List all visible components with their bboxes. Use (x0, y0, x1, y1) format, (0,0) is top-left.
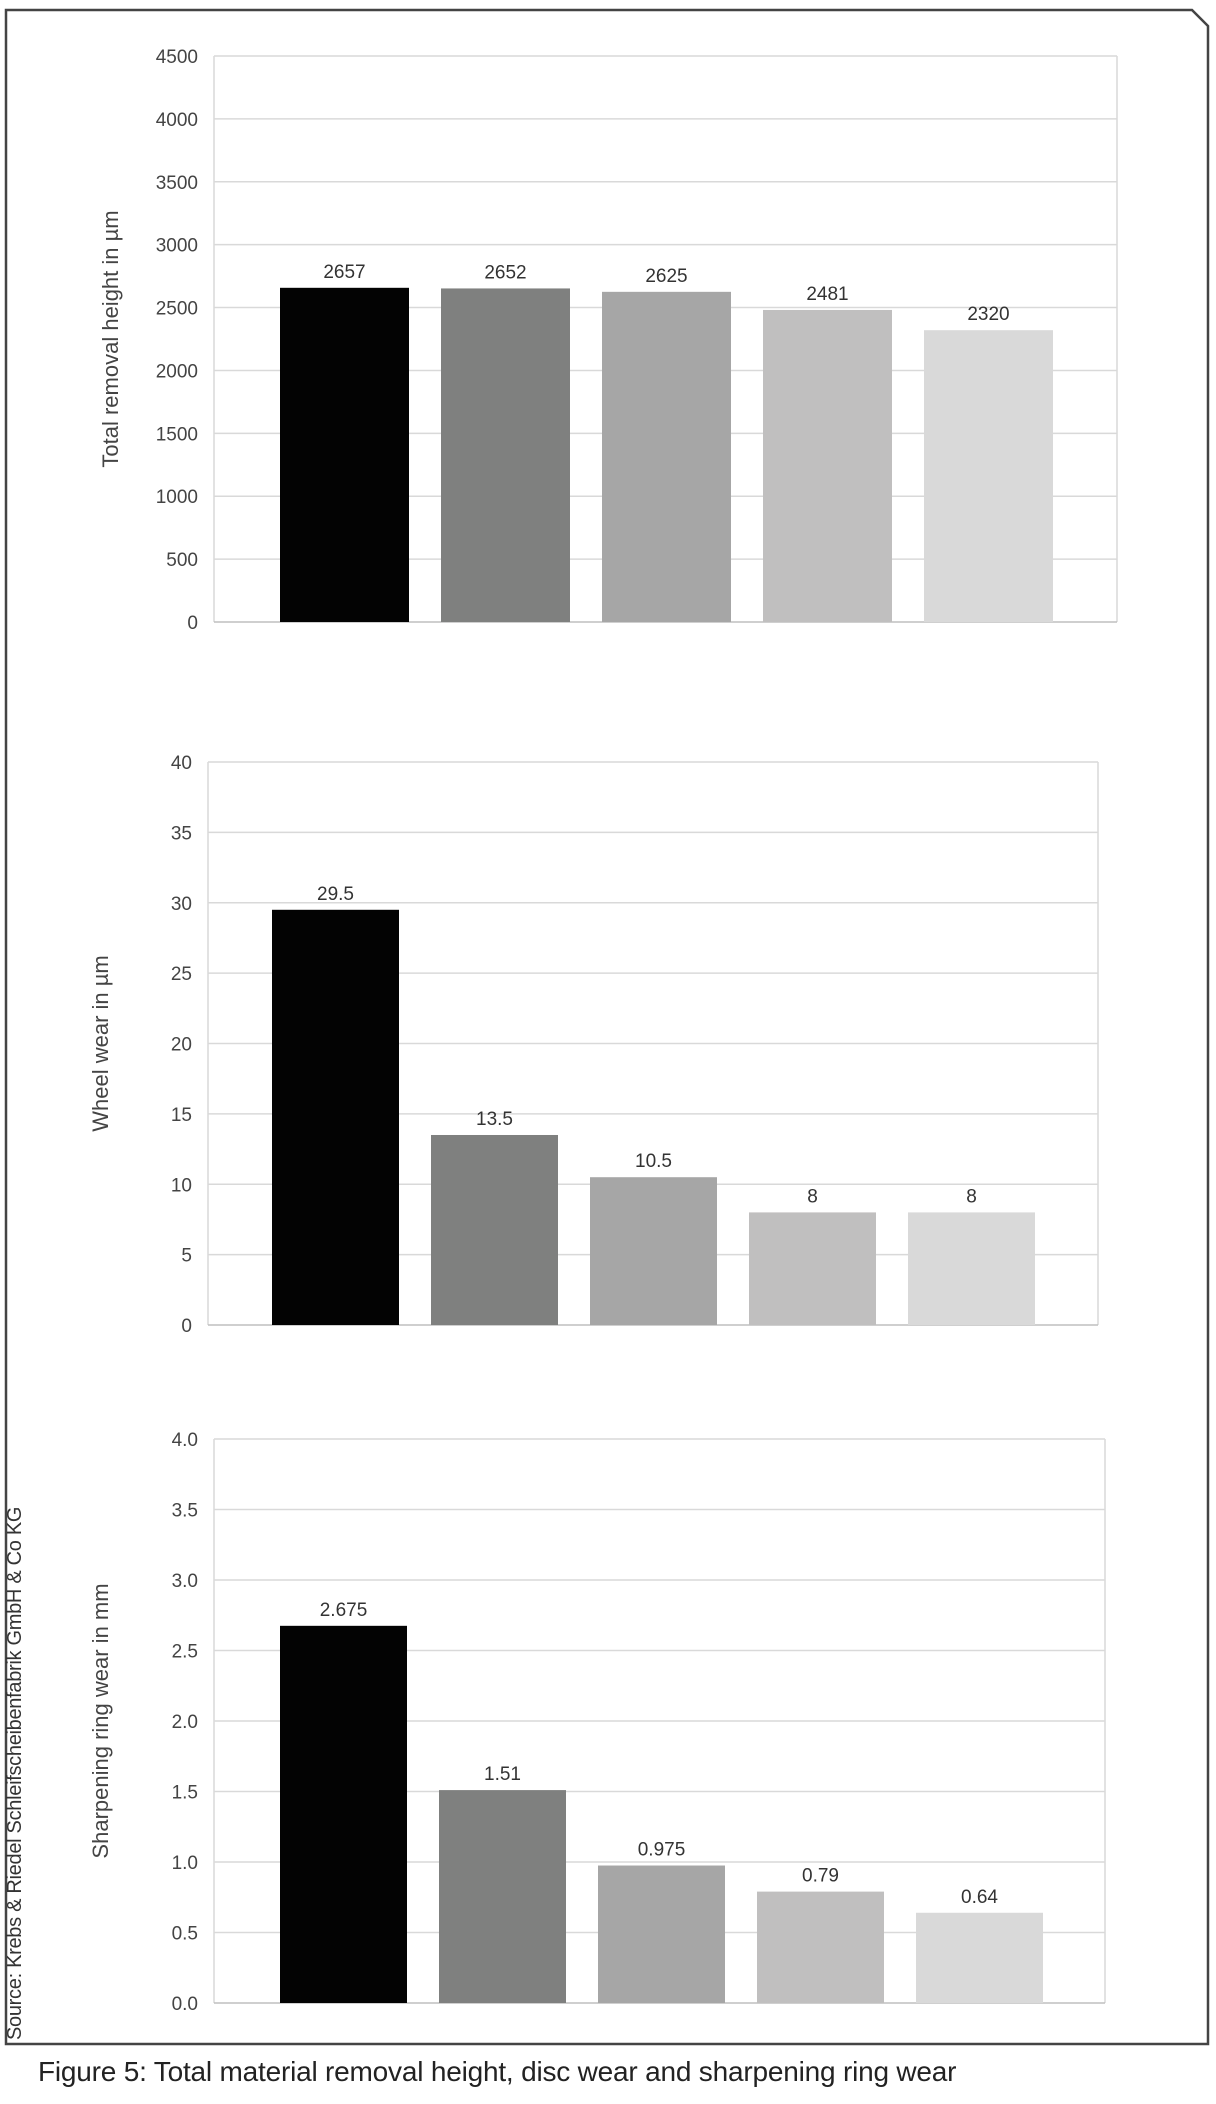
data-label: 8 (807, 1186, 818, 1207)
y-tick-label: 1500 (156, 424, 198, 445)
y-tick-label: 5 (181, 1246, 192, 1267)
y-tick-label: 1.0 (172, 1853, 198, 1874)
data-label: 2.675 (320, 1600, 368, 1621)
y-axis-title: Total removal height in µm (98, 210, 123, 467)
y-tick-label: 30 (171, 894, 192, 915)
y-tick-label: 500 (166, 550, 198, 571)
bar (272, 909, 399, 1325)
bar (763, 309, 892, 622)
bar (916, 1912, 1043, 2003)
data-label: 2320 (967, 304, 1009, 325)
removal-height-chart: 0 500 1000 1500 2000 2500 3000 3500 4000 4500 2657… (98, 47, 1118, 634)
y-tick-label: 1000 (156, 487, 198, 508)
y-tick-label: 3500 (156, 173, 198, 194)
data-label: 0.64 (961, 1887, 998, 1908)
y-tick-label: 4000 (156, 110, 198, 131)
bar (441, 288, 570, 622)
data-label: 8 (966, 1186, 977, 1207)
bar (598, 1865, 725, 2003)
data-label: 0.79 (802, 1866, 839, 1887)
bar (590, 1177, 717, 1325)
data-label: 2481 (806, 284, 848, 305)
y-tick-label: 3000 (156, 236, 198, 257)
y-tick-label: 15 (171, 1105, 192, 1126)
data-label: 13.5 (476, 1109, 513, 1130)
wheel-wear-chart: 0 5 10 15 20 25 30 35 40 29.5 13.5 10.5 8 8 Wheel wear… (88, 753, 1099, 1337)
data-label: 1.51 (484, 1764, 521, 1785)
y-tick-label: 1.5 (172, 1783, 198, 1804)
figure-caption: Figure 5: Total material removal height,… (38, 2056, 957, 2087)
y-tick-label: 3.0 (172, 1571, 198, 1592)
y-tick-label: 4500 (156, 47, 198, 68)
source-note: Source: Krebs & Riedel Schleifscheibenfa… (4, 1506, 26, 2040)
y-tick-label: 0.5 (172, 1924, 198, 1945)
y-tick-label: 2.5 (172, 1642, 198, 1663)
bar (280, 287, 409, 622)
sharpening-ring-wear-chart: 0.0 0.5 1.0 1.5 2.0 2.5 3.0 3.5 4.0 2.675 1.51 0.97… (88, 1430, 1106, 2015)
y-tick-label: 2500 (156, 299, 198, 320)
data-label: 2652 (484, 262, 526, 283)
y-tick-label: 0 (181, 1316, 192, 1337)
data-label: 10.5 (635, 1151, 672, 1172)
y-tick-label: 2.0 (172, 1712, 198, 1733)
bar (439, 1790, 566, 2003)
bar (749, 1212, 876, 1325)
bar (908, 1212, 1035, 1325)
bar (431, 1134, 558, 1325)
y-tick-label: 10 (171, 1175, 192, 1196)
y-tick-label: 40 (171, 753, 192, 774)
y-tick-label: 0 (187, 613, 198, 634)
y-tick-label: 3.5 (172, 1501, 198, 1522)
bar (757, 1891, 884, 2003)
y-tick-label: 20 (171, 1035, 192, 1056)
data-label: 2657 (323, 262, 365, 283)
bar (924, 330, 1053, 622)
y-axis-title: Wheel wear in µm (88, 955, 113, 1132)
y-tick-label: 25 (171, 964, 192, 985)
data-label: 29.5 (317, 884, 354, 905)
y-axis-title: Sharpening ring wear in mm (88, 1583, 113, 1858)
y-tick-label: 0.0 (172, 1994, 198, 2015)
y-tick-label: 2000 (156, 361, 198, 382)
data-label: 0.975 (638, 1840, 686, 1861)
data-label: 2625 (645, 266, 687, 287)
bar (280, 1625, 407, 2003)
y-tick-label: 35 (171, 823, 192, 844)
bar (602, 291, 731, 622)
y-tick-label: 4.0 (172, 1430, 198, 1451)
